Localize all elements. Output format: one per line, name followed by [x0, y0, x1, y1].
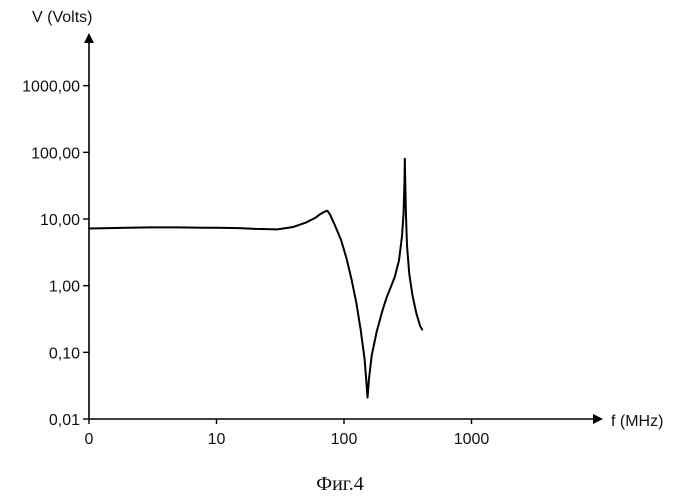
x-tick-label: 10 [208, 431, 226, 448]
y-tick-label: 1000,00 [22, 79, 80, 96]
x-axis-title: f (MHz) [611, 413, 663, 430]
y-tick-label: 10,00 [40, 212, 80, 229]
x-tick-label: 100 [331, 431, 358, 448]
y-tick-label: 0,10 [49, 345, 80, 362]
series [89, 159, 422, 398]
series-line [89, 159, 422, 398]
x-tick-label: 1000 [454, 431, 490, 448]
y-ticks: 0,01 0,10 1,00 10,00 100,00 1000,00 [22, 79, 89, 429]
figure-caption: Фиг.4 [316, 473, 363, 495]
y-tick-label: 1,00 [49, 279, 80, 296]
x-tick-label: 0 [85, 431, 94, 448]
y-tick-label: 0,01 [49, 412, 80, 429]
y-axis-title: V (Volts) [32, 9, 92, 26]
y-tick-label: 100,00 [31, 145, 80, 162]
x-ticks: 0 10 100 1000 [85, 419, 490, 448]
